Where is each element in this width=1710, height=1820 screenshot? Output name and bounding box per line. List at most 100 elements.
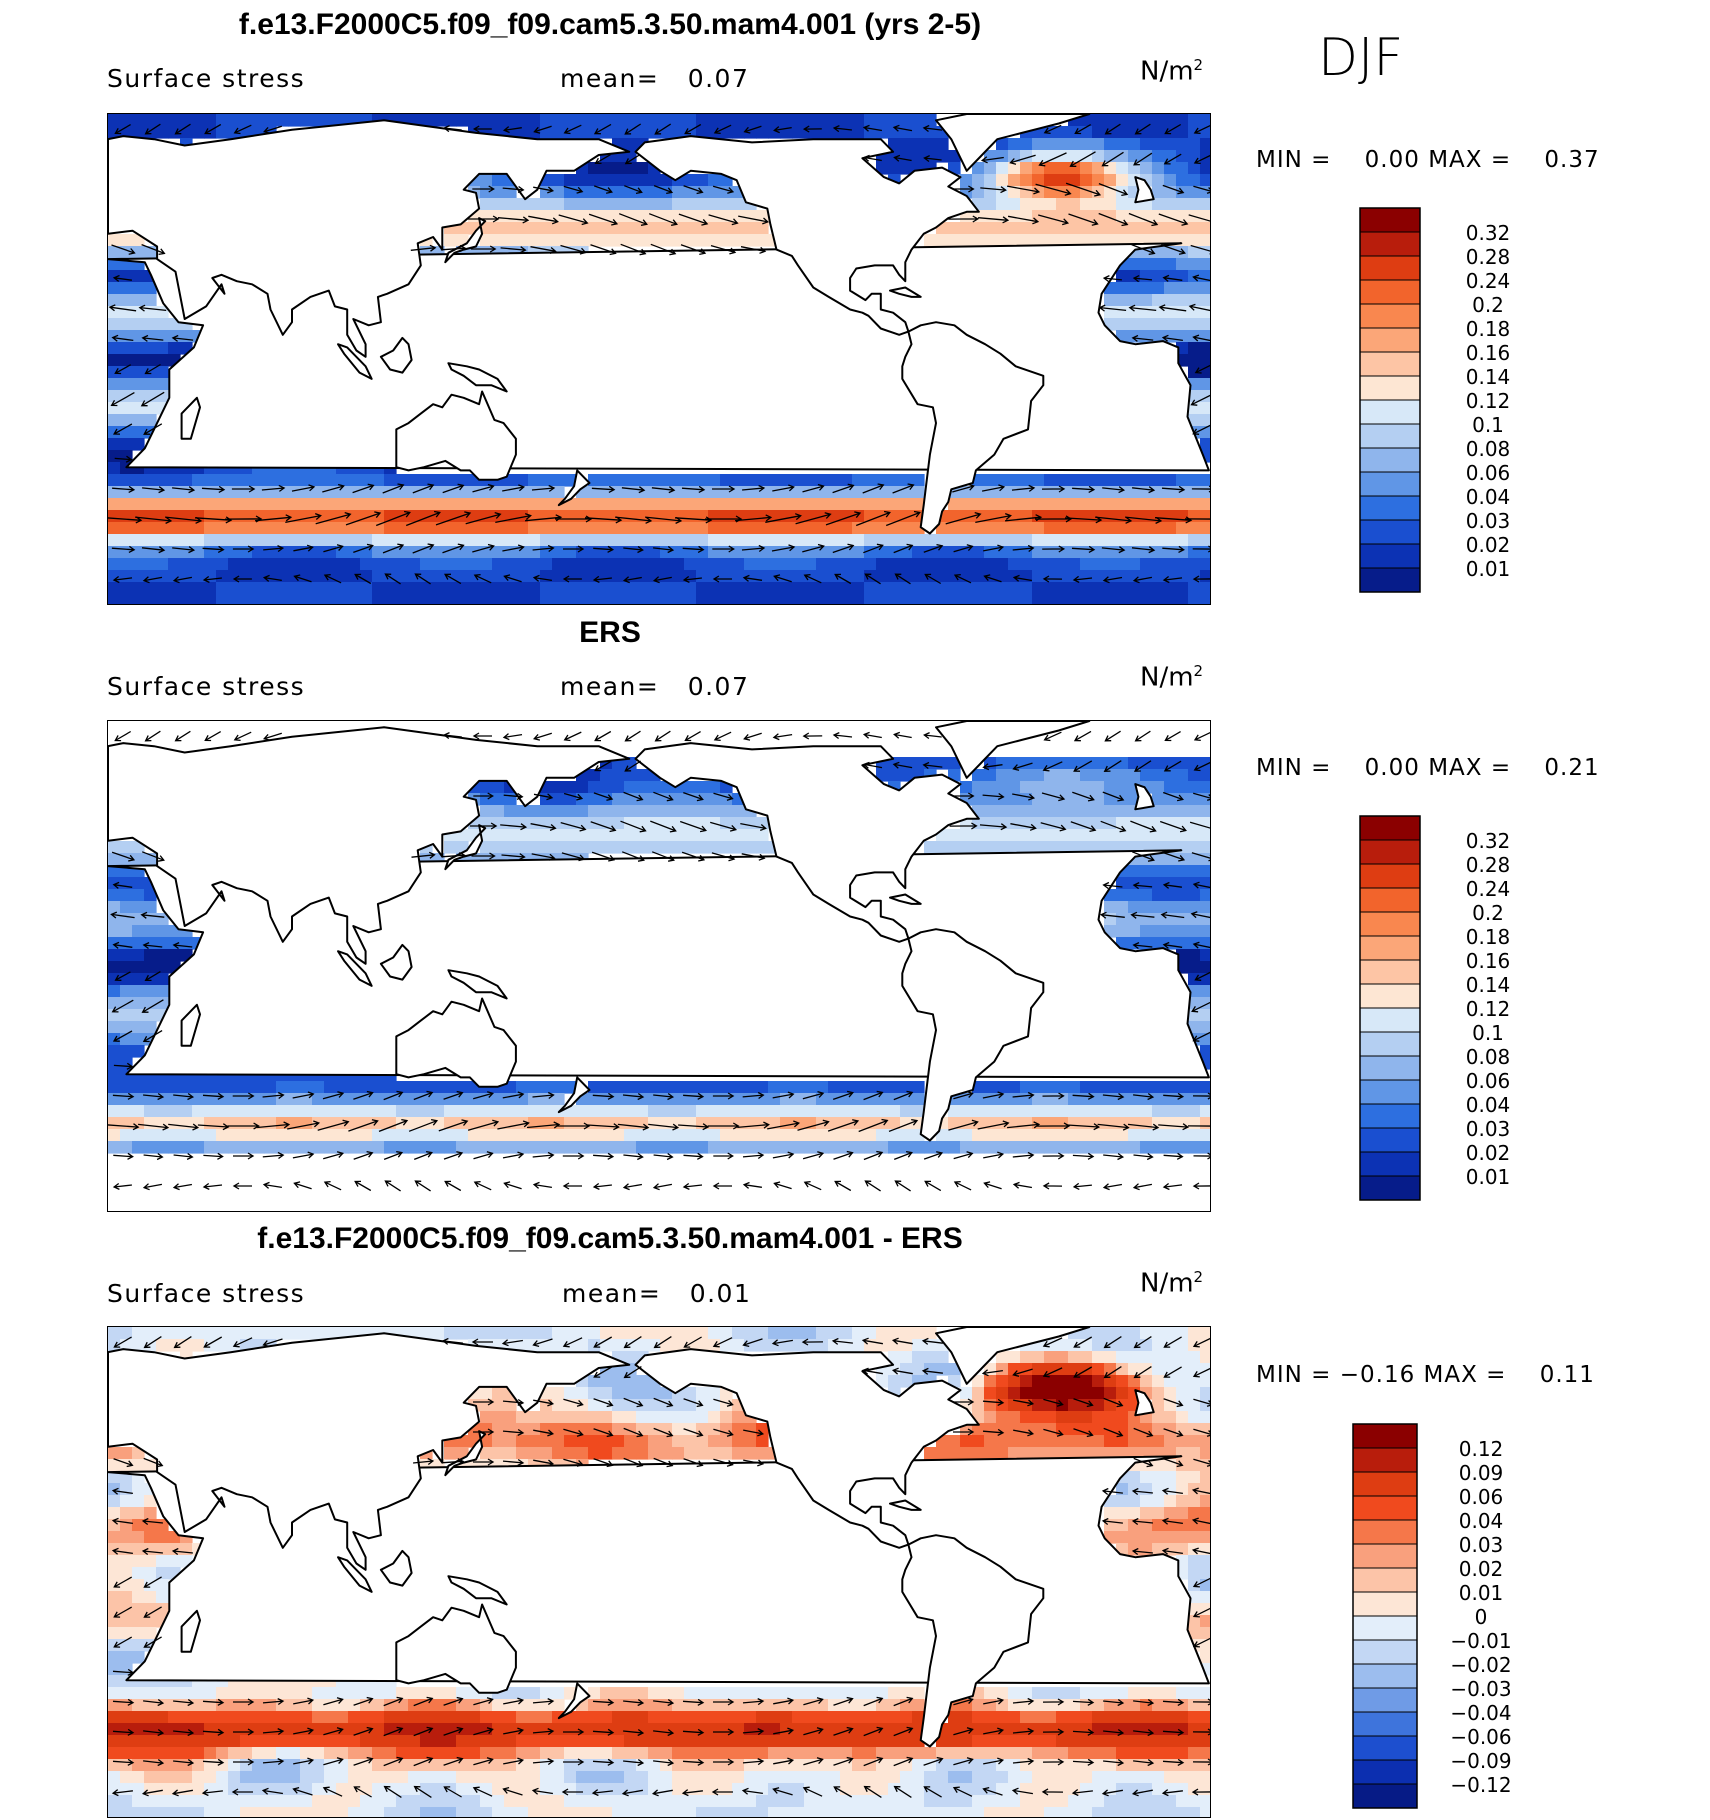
colorbar-tick-label: 0.32 <box>1466 221 1511 245</box>
field-cell <box>1128 594 1141 604</box>
wind-vector <box>893 1150 913 1161</box>
field-cell <box>732 1141 745 1154</box>
field-cell <box>936 1447 949 1460</box>
wind-vector <box>502 1151 525 1159</box>
field-cell <box>1080 1351 1093 1364</box>
field-cell <box>984 1129 997 1142</box>
field-cell <box>1152 1531 1165 1544</box>
field-cell <box>1152 877 1165 890</box>
field-cell <box>636 126 649 139</box>
field-cell <box>1128 1495 1141 1508</box>
field-cell <box>804 1711 817 1724</box>
field-cell <box>564 805 577 818</box>
field-cell <box>744 1447 757 1460</box>
field-cell <box>576 210 589 223</box>
field-cell <box>492 1411 505 1424</box>
field-cell <box>144 985 157 998</box>
field-cell <box>1140 877 1153 890</box>
field-cell <box>252 570 265 583</box>
field-cell <box>1152 270 1165 283</box>
field-cell <box>864 522 877 535</box>
field-cell <box>708 114 721 127</box>
field-cell <box>684 474 697 487</box>
wind-vector <box>1102 1092 1125 1101</box>
field-cell <box>1104 294 1117 307</box>
field-cell <box>1080 1687 1093 1700</box>
field-cell <box>156 925 169 938</box>
colorbar-tick-label: 0.28 <box>1466 245 1511 269</box>
field-cell <box>900 126 913 139</box>
field-cell <box>156 318 169 331</box>
wind-vector <box>802 1090 825 1100</box>
field-cell <box>324 594 337 604</box>
field-cell <box>624 1411 637 1424</box>
field-cell <box>156 1327 169 1340</box>
wind-vector <box>772 1151 795 1159</box>
field-cell <box>864 114 877 127</box>
field-cell <box>372 1723 385 1736</box>
field-cell <box>876 1105 889 1118</box>
field-cell <box>396 486 409 499</box>
field-cell <box>156 546 169 559</box>
field-cell <box>396 546 409 559</box>
field-cell <box>192 1771 205 1784</box>
colorbar-swatch <box>1359 1175 1421 1201</box>
wind-vector <box>194 516 233 524</box>
field-cell <box>648 1399 661 1412</box>
field-cell <box>900 1711 913 1724</box>
field-cell <box>1164 582 1177 595</box>
field-cell <box>552 1447 565 1460</box>
panel2-max-label: MAX = <box>1428 755 1512 781</box>
field-cell <box>372 486 385 499</box>
field-cell <box>1128 114 1141 127</box>
field-cell <box>552 126 565 139</box>
field-cell <box>1116 1735 1129 1748</box>
field-cell <box>660 1771 673 1784</box>
field-cell <box>948 829 961 842</box>
field-cell <box>648 582 661 595</box>
wind-vector <box>772 733 793 741</box>
panel2-units-sup: 2 <box>1193 662 1204 680</box>
wind-vector <box>654 123 672 135</box>
field-cell <box>456 1129 469 1142</box>
field-cell <box>768 498 781 511</box>
wind-vector <box>773 574 792 583</box>
field-cell <box>1044 1735 1057 1748</box>
field-cell <box>1200 793 1210 806</box>
field-cell <box>876 558 889 571</box>
field-cell <box>1140 1339 1153 1352</box>
field-cell <box>1188 1447 1201 1460</box>
field-cell <box>1032 1711 1045 1724</box>
field-cell <box>996 522 1009 535</box>
wind-vector <box>620 820 647 833</box>
field-cell <box>108 901 121 914</box>
field-cell <box>1080 1339 1093 1352</box>
field-cell <box>1164 1687 1177 1700</box>
field-cell <box>876 546 889 559</box>
field-cell <box>900 582 913 595</box>
field-cell <box>1032 1699 1045 1712</box>
field-cell <box>180 1711 193 1724</box>
field-cell <box>1128 925 1141 938</box>
wind-vector <box>983 544 1005 552</box>
field-cell <box>672 793 685 806</box>
colorbar-swatch <box>1359 935 1421 961</box>
field-cell <box>252 486 265 499</box>
field-cell <box>468 498 481 511</box>
field-cell <box>684 1687 697 1700</box>
field-cell <box>1188 1519 1201 1532</box>
field-cell <box>828 1711 841 1724</box>
field-cell <box>804 534 817 547</box>
wind-vector <box>414 573 431 585</box>
field-cell <box>216 510 229 523</box>
field-cell <box>492 234 505 247</box>
field-cell <box>576 594 589 604</box>
field-cell <box>756 1735 769 1748</box>
field-cell <box>456 1747 469 1760</box>
field-cell <box>672 186 685 199</box>
field-cell <box>684 234 697 247</box>
field-cell <box>1200 1627 1210 1640</box>
field-cell <box>1200 1141 1210 1154</box>
field-cell <box>1128 865 1141 878</box>
field-cell <box>1104 582 1117 595</box>
